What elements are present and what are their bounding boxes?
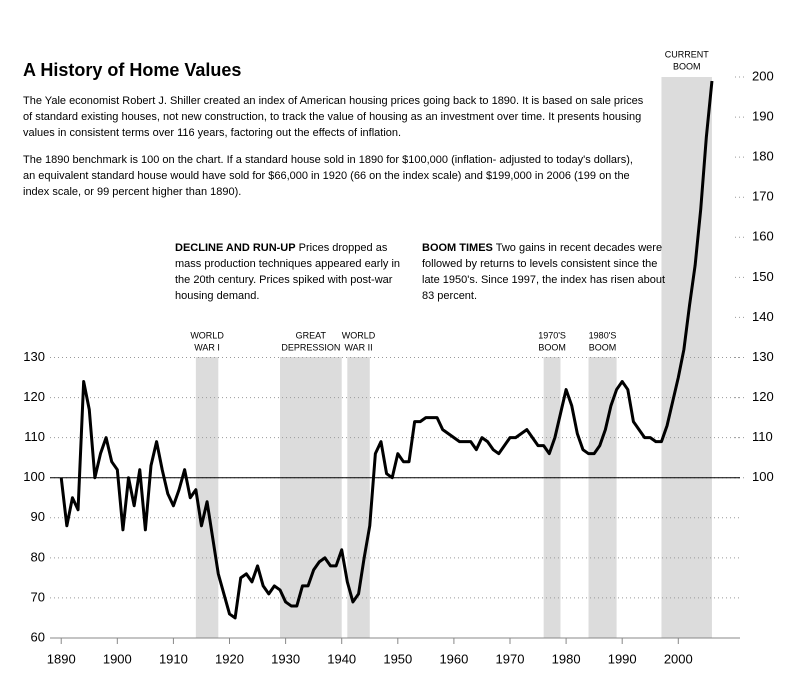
intro-paragraph: The 1890 benchmark is 100 on the chart. … bbox=[23, 154, 633, 198]
y2-tick-label: 140 bbox=[752, 309, 774, 324]
x-tick-label: 1930 bbox=[271, 651, 300, 666]
period-label: 1970'S bbox=[538, 330, 566, 340]
period-band bbox=[280, 357, 342, 638]
y2-tick-label: 200 bbox=[752, 68, 774, 83]
x-tick-label: 1990 bbox=[608, 651, 637, 666]
y2-tick-label: 130 bbox=[752, 349, 774, 364]
intro-paragraph: The Yale economist Robert J. Shiller cre… bbox=[23, 95, 644, 139]
period-band bbox=[543, 357, 561, 638]
annotation-heading: BOOM TIMES bbox=[422, 242, 493, 254]
period-label: CURRENT bbox=[665, 49, 710, 59]
y2-tick-label: 180 bbox=[752, 149, 774, 164]
annotation-heading: DECLINE AND RUN-UP bbox=[175, 242, 296, 254]
annotation: BOOM TIMES Two gains in recent decades w… bbox=[422, 240, 667, 304]
x-tick-label: 1950 bbox=[383, 651, 412, 666]
x-tick-label: 1920 bbox=[215, 651, 244, 666]
period-label: DEPRESSION bbox=[281, 342, 340, 352]
period-band bbox=[195, 357, 219, 638]
x-tick-label: 1900 bbox=[103, 651, 132, 666]
period-label: BOOM bbox=[538, 342, 566, 352]
period-label: 1980'S bbox=[589, 330, 617, 340]
y2-tick-label: 160 bbox=[752, 229, 774, 244]
y-tick-label: 60 bbox=[31, 629, 45, 644]
y2-tick-label: 110 bbox=[752, 429, 773, 444]
chart-title: A History of Home Values bbox=[23, 60, 242, 80]
period-label: WORLD bbox=[190, 330, 224, 340]
y-tick-label: 110 bbox=[24, 429, 45, 444]
x-tick-label: 1960 bbox=[439, 651, 468, 666]
x-tick-label: 1890 bbox=[47, 651, 76, 666]
series-line bbox=[59, 80, 714, 620]
y-tick-label: 120 bbox=[23, 389, 45, 404]
y2-tick-label: 150 bbox=[752, 269, 774, 284]
period-label: WORLD bbox=[342, 330, 376, 340]
y2-tick-label: 120 bbox=[752, 389, 774, 404]
x-tick-label: 1940 bbox=[327, 651, 356, 666]
period-band bbox=[347, 357, 370, 638]
x-tick-label: 1910 bbox=[159, 651, 188, 666]
period-label: BOOM bbox=[589, 342, 617, 352]
x-tick-label: 2000 bbox=[664, 651, 693, 666]
y-tick-label: 100 bbox=[23, 469, 45, 484]
period-label: WAR II bbox=[344, 342, 372, 352]
y-tick-label: 90 bbox=[31, 509, 45, 524]
y-tick-label: 80 bbox=[31, 549, 45, 564]
y2-tick-label: 100 bbox=[752, 469, 774, 484]
annotation: DECLINE AND RUN-UP Prices dropped as mas… bbox=[175, 240, 407, 304]
y2-tick-label: 190 bbox=[752, 109, 774, 124]
y2-tick-label: 170 bbox=[752, 189, 774, 204]
x-tick-label: 1980 bbox=[552, 651, 581, 666]
annotation-text: Two gains in recent decades were followe… bbox=[422, 242, 666, 302]
y-tick-label: 70 bbox=[31, 589, 45, 604]
annotation-text: Prices dropped as mass production techni… bbox=[175, 242, 401, 302]
y-tick-label: 130 bbox=[23, 349, 45, 364]
period-label: GREAT bbox=[296, 330, 327, 340]
period-label: BOOM bbox=[673, 61, 701, 71]
period-label: WAR I bbox=[194, 342, 220, 352]
x-tick-label: 1970 bbox=[496, 651, 525, 666]
